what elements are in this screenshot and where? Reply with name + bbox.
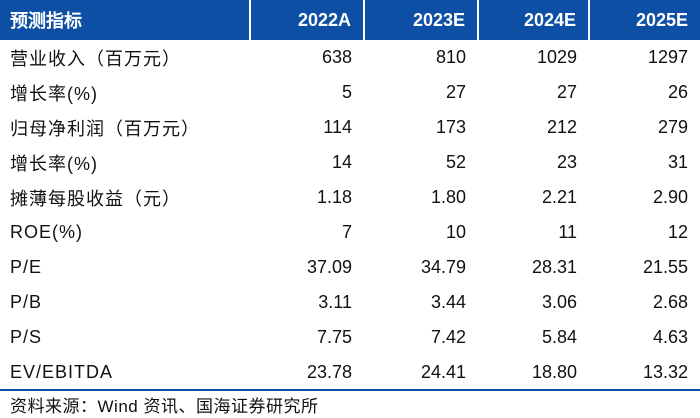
cell-value: 37.09 [306,257,352,277]
table-row: 归母净利润（百万元） 114 173 212 279 [0,110,700,145]
cell-value: 27 [556,82,577,102]
cell-value: 7.42 [430,327,466,347]
header-indicator: 预测指标 [0,0,251,40]
table-row: ROE(%) 7 10 11 12 [0,215,700,250]
row-label: 增长率(%) [10,153,98,174]
cell-value: 2.21 [541,187,577,207]
table-row: 摊薄每股收益（元） 1.18 1.80 2.21 2.90 [0,180,700,215]
table-row: EV/EBITDA 23.78 24.41 18.80 13.32 [0,355,700,390]
cell-value: 7.75 [316,327,352,347]
cell-value: 638 [321,47,352,67]
cell-value: 24.41 [420,361,466,382]
cell-value: 34.79 [420,257,466,277]
cell-value: 5 [341,82,352,102]
row-label: ROE(%) [10,222,83,242]
cell-value: 279 [657,117,688,137]
forecast-table: 预测指标 2022A 2023E 2024E 2025E 营业收入（百万元） 6… [0,0,700,390]
cell-value: 2.68 [652,292,688,312]
cell-value: 18.80 [531,361,577,382]
cell-value: 12 [667,222,688,242]
cell-value: 26 [667,82,688,102]
cell-value: 27 [445,82,466,102]
header-2022a: 2022A [250,0,365,40]
table-row: 增长率(%) 5 27 27 26 [0,75,700,110]
cell-value: 1029 [536,47,577,67]
header-2025e: 2025E [635,9,688,30]
cell-value: 3.44 [430,292,466,312]
cell-value: 2.90 [652,187,688,207]
row-label: EV/EBITDA [10,361,114,382]
cell-value: 31 [667,152,688,172]
row-label: 摊薄每股收益（元） [10,188,181,209]
row-label: P/E [10,257,43,277]
cell-value: 3.11 [318,292,352,312]
cell-value: 810 [435,47,466,67]
cell-value: 14 [331,152,352,172]
table-row: 增长率(%) 14 52 23 31 [0,145,700,180]
header-2024e: 2024E [478,0,590,40]
cell-value: 21.55 [642,257,688,277]
cell-value: 1.80 [430,187,466,207]
source-note: 资料来源：Wind 资讯、国海证券研究所 [10,397,319,416]
cell-value: 13.32 [642,361,688,382]
cell-value: 1.18 [316,187,352,207]
cell-value: 173 [435,117,466,137]
row-label: 归母净利润（百万元） [10,118,200,139]
cell-value: 3.06 [541,292,577,312]
cell-value: 7 [341,222,352,242]
table-header-row: 预测指标 2022A 2023E 2024E 2025E [0,0,700,40]
table-row: P/B 3.11 3.44 3.06 2.68 [0,285,700,320]
cell-value: 212 [546,117,577,137]
cell-value: 4.63 [652,327,688,347]
cell-value: 5.84 [541,327,577,347]
cell-value: 114 [323,117,352,137]
header-2023e: 2023E [364,0,479,40]
cell-value: 10 [445,222,466,242]
table-row: P/S 7.75 7.42 5.84 4.63 [0,320,700,355]
cell-value: 28.31 [531,257,577,277]
table-row: P/E 37.09 34.79 28.31 21.55 [0,250,700,285]
cell-value: 23 [556,152,577,172]
cell-value: 11 [558,222,577,242]
cell-value: 23.78 [306,361,352,382]
table-row: 营业收入（百万元） 638 810 1029 1297 [0,40,700,75]
row-label: 增长率(%) [10,83,98,104]
row-label: 营业收入（百万元） [10,48,181,69]
row-label: P/S [10,327,43,347]
cell-value: 52 [445,152,466,172]
cell-value: 1297 [647,47,688,67]
row-label: P/B [10,292,43,312]
